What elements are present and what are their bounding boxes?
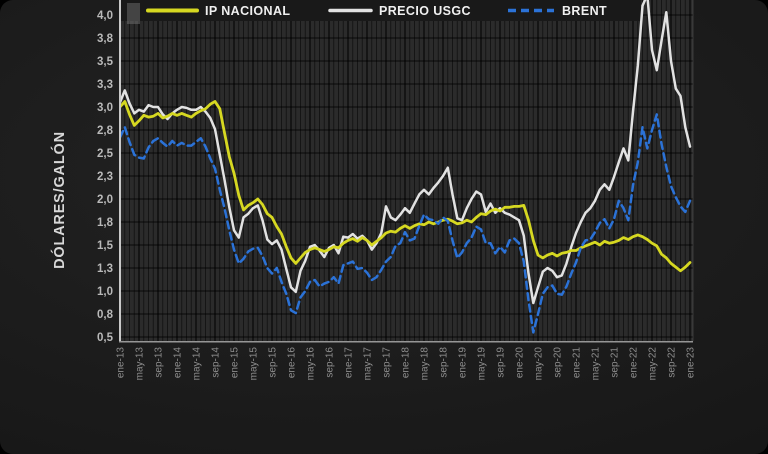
y-tick-label: 2,8 <box>97 125 114 137</box>
x-tick-label: sep-13 <box>154 347 165 378</box>
y-tick-label: 1,8 <box>97 217 114 229</box>
x-tick-label: sep-19 <box>496 347 507 378</box>
series-line-precio-usgc <box>119 0 692 305</box>
x-tick-label: may-15 <box>249 347 260 381</box>
x-tick-label: sep-22 <box>667 347 678 378</box>
x-tick-label: ene-16 <box>287 347 298 379</box>
x-tick-label: may-13 <box>135 347 146 381</box>
y-tick-label: 3,5 <box>97 56 114 68</box>
x-tick-label: may-20 <box>534 347 545 381</box>
y-tick-label: 3,3 <box>97 79 113 91</box>
y-tick-label: 1,0 <box>97 286 113 298</box>
x-tick-label: sep-15 <box>268 347 279 378</box>
series-line-ip-nacional <box>119 100 692 273</box>
x-tick-label: sep-21 <box>610 347 621 378</box>
x-tick-label: ene-20 <box>515 347 526 379</box>
y-tick-label: 1,3 <box>97 263 113 275</box>
series-lines <box>119 0 692 334</box>
x-tick-label: ene-13 <box>116 347 127 379</box>
y-tick-label: 2,3 <box>97 171 113 183</box>
y-tick-label: 3,8 <box>97 33 114 45</box>
y-tick-label: 1,5 <box>97 240 114 252</box>
legend-background <box>120 0 641 21</box>
x-tick-label: sep-16 <box>325 347 336 378</box>
y-tick-label: 3,0 <box>97 102 113 114</box>
x-tick-label: may-19 <box>477 347 488 381</box>
y-tick-label: 0,5 <box>97 332 114 344</box>
legend: IP NACIONAL PRECIO USGC BRENT <box>146 4 607 18</box>
x-tick-labels: ene-13 may-13 sep-13 ene-14 may-14 sep-14 ene-… <box>116 347 697 381</box>
series-line-brent <box>119 113 692 334</box>
y-tick-label: 4,0 <box>97 10 113 22</box>
x-tick-label: sep-17 <box>382 347 393 378</box>
x-tick-label: ene-23 <box>686 347 697 379</box>
x-tick-label: sep-14 <box>211 347 222 378</box>
legend-label-brent: BRENT <box>562 4 607 18</box>
axis-lines <box>119 0 694 343</box>
x-tick-label: may-16 <box>306 347 317 381</box>
x-tick-label: ene-19 <box>458 347 469 379</box>
x-tick-label: sep-18 <box>439 347 450 378</box>
x-tick-label: ene-17 <box>344 347 355 379</box>
x-tick-label: may-14 <box>192 347 203 381</box>
x-tick-label: may-21 <box>591 347 602 381</box>
y-axis-title: DÓLARES/GALÓN <box>50 131 68 269</box>
x-tick-label: may-17 <box>363 347 374 381</box>
legend-label-ip-nacional: IP NACIONAL <box>205 4 290 18</box>
y-tick-label: 2,0 <box>97 194 113 206</box>
y-tick-label: 2,5 <box>97 148 114 160</box>
x-tick-label: ene-15 <box>230 347 241 379</box>
x-tick-label: ene-14 <box>173 347 184 379</box>
chart-selection-artifact <box>127 3 140 24</box>
x-tick-label: ene-22 <box>629 347 640 379</box>
x-tick-label: may-18 <box>420 347 431 381</box>
x-tick-label: may-22 <box>648 347 659 381</box>
x-tick-label: ene-21 <box>572 347 583 379</box>
y-tick-labels: 0,5 0,8 1,0 1,3 1,5 1,8 2,0 2,3 2,5 2,8 3,0 3,3 3,5 3… <box>97 10 114 344</box>
x-tick-label: ene-18 <box>401 347 412 379</box>
legend-label-precio-usgc: PRECIO USGC <box>379 4 471 18</box>
y-tick-label: 0,8 <box>97 309 114 321</box>
x-tick-label: sep-20 <box>553 347 564 378</box>
